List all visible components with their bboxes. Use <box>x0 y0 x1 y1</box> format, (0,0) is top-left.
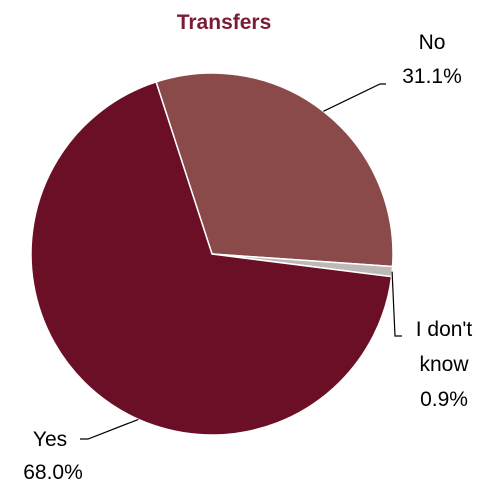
pie-slices <box>30 72 394 436</box>
chart-title: Transfers <box>177 11 272 34</box>
leader-lines <box>80 83 402 440</box>
leader-line-no <box>323 83 386 112</box>
leader-line-yes <box>80 418 139 440</box>
slice-name-i-don-t-know-part-1: I don't <box>416 318 473 341</box>
slice-labels: No 31.1% I don't know 0.9% Yes 68.0% <box>23 31 472 484</box>
slice-name-i-don-t-know-part-2: know <box>419 353 469 376</box>
slice-percent-yes: 68.0% <box>23 461 83 484</box>
slice-percent-i-don-t-know: 0.9% <box>420 388 468 411</box>
pie-slice-yes <box>30 80 393 436</box>
leader-line-i-don-t-know <box>391 271 402 337</box>
slice-name-no: No <box>419 31 446 54</box>
pie-slice-no <box>155 72 394 268</box>
slice-name-yes: Yes <box>33 428 67 451</box>
slice-percent-no: 31.1% <box>402 65 462 88</box>
